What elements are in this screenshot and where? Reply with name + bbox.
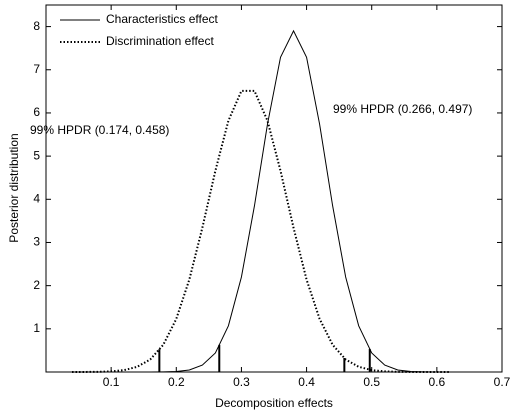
y-tick-label: 5 [33, 148, 40, 162]
annotation: 99% HPDR (0.266, 0.497) [333, 102, 472, 116]
y-tick-label: 3 [33, 235, 40, 249]
x-tick-label: 0.6 [429, 375, 446, 389]
y-tick-label: 2 [33, 278, 40, 292]
plot-frame [45, 4, 503, 373]
x-tick-label: 0.4 [298, 375, 315, 389]
series-line [72, 89, 450, 373]
y-axis-label: Posterior distribution [7, 133, 21, 242]
y-tick-label: 8 [33, 19, 40, 33]
x-axis-label: Decomposition effects [215, 396, 333, 410]
y-tick-label: 4 [33, 191, 40, 205]
annotation: 99% HPDR (0.174, 0.458) [30, 123, 169, 137]
legend-label: Discrimination effect [106, 34, 214, 48]
x-tick-label: 0.2 [168, 375, 185, 389]
series-line [72, 29, 450, 373]
x-tick-label: 0.7 [494, 375, 511, 389]
x-tick-label: 0.1 [103, 375, 120, 389]
legend-label: Characteristics effect [106, 12, 218, 26]
y-tick-label: 1 [33, 321, 40, 335]
y-tick-label: 6 [33, 105, 40, 119]
x-tick-label: 0.5 [363, 375, 380, 389]
y-tick-label: 7 [33, 62, 40, 76]
x-tick-label: 0.3 [233, 375, 250, 389]
